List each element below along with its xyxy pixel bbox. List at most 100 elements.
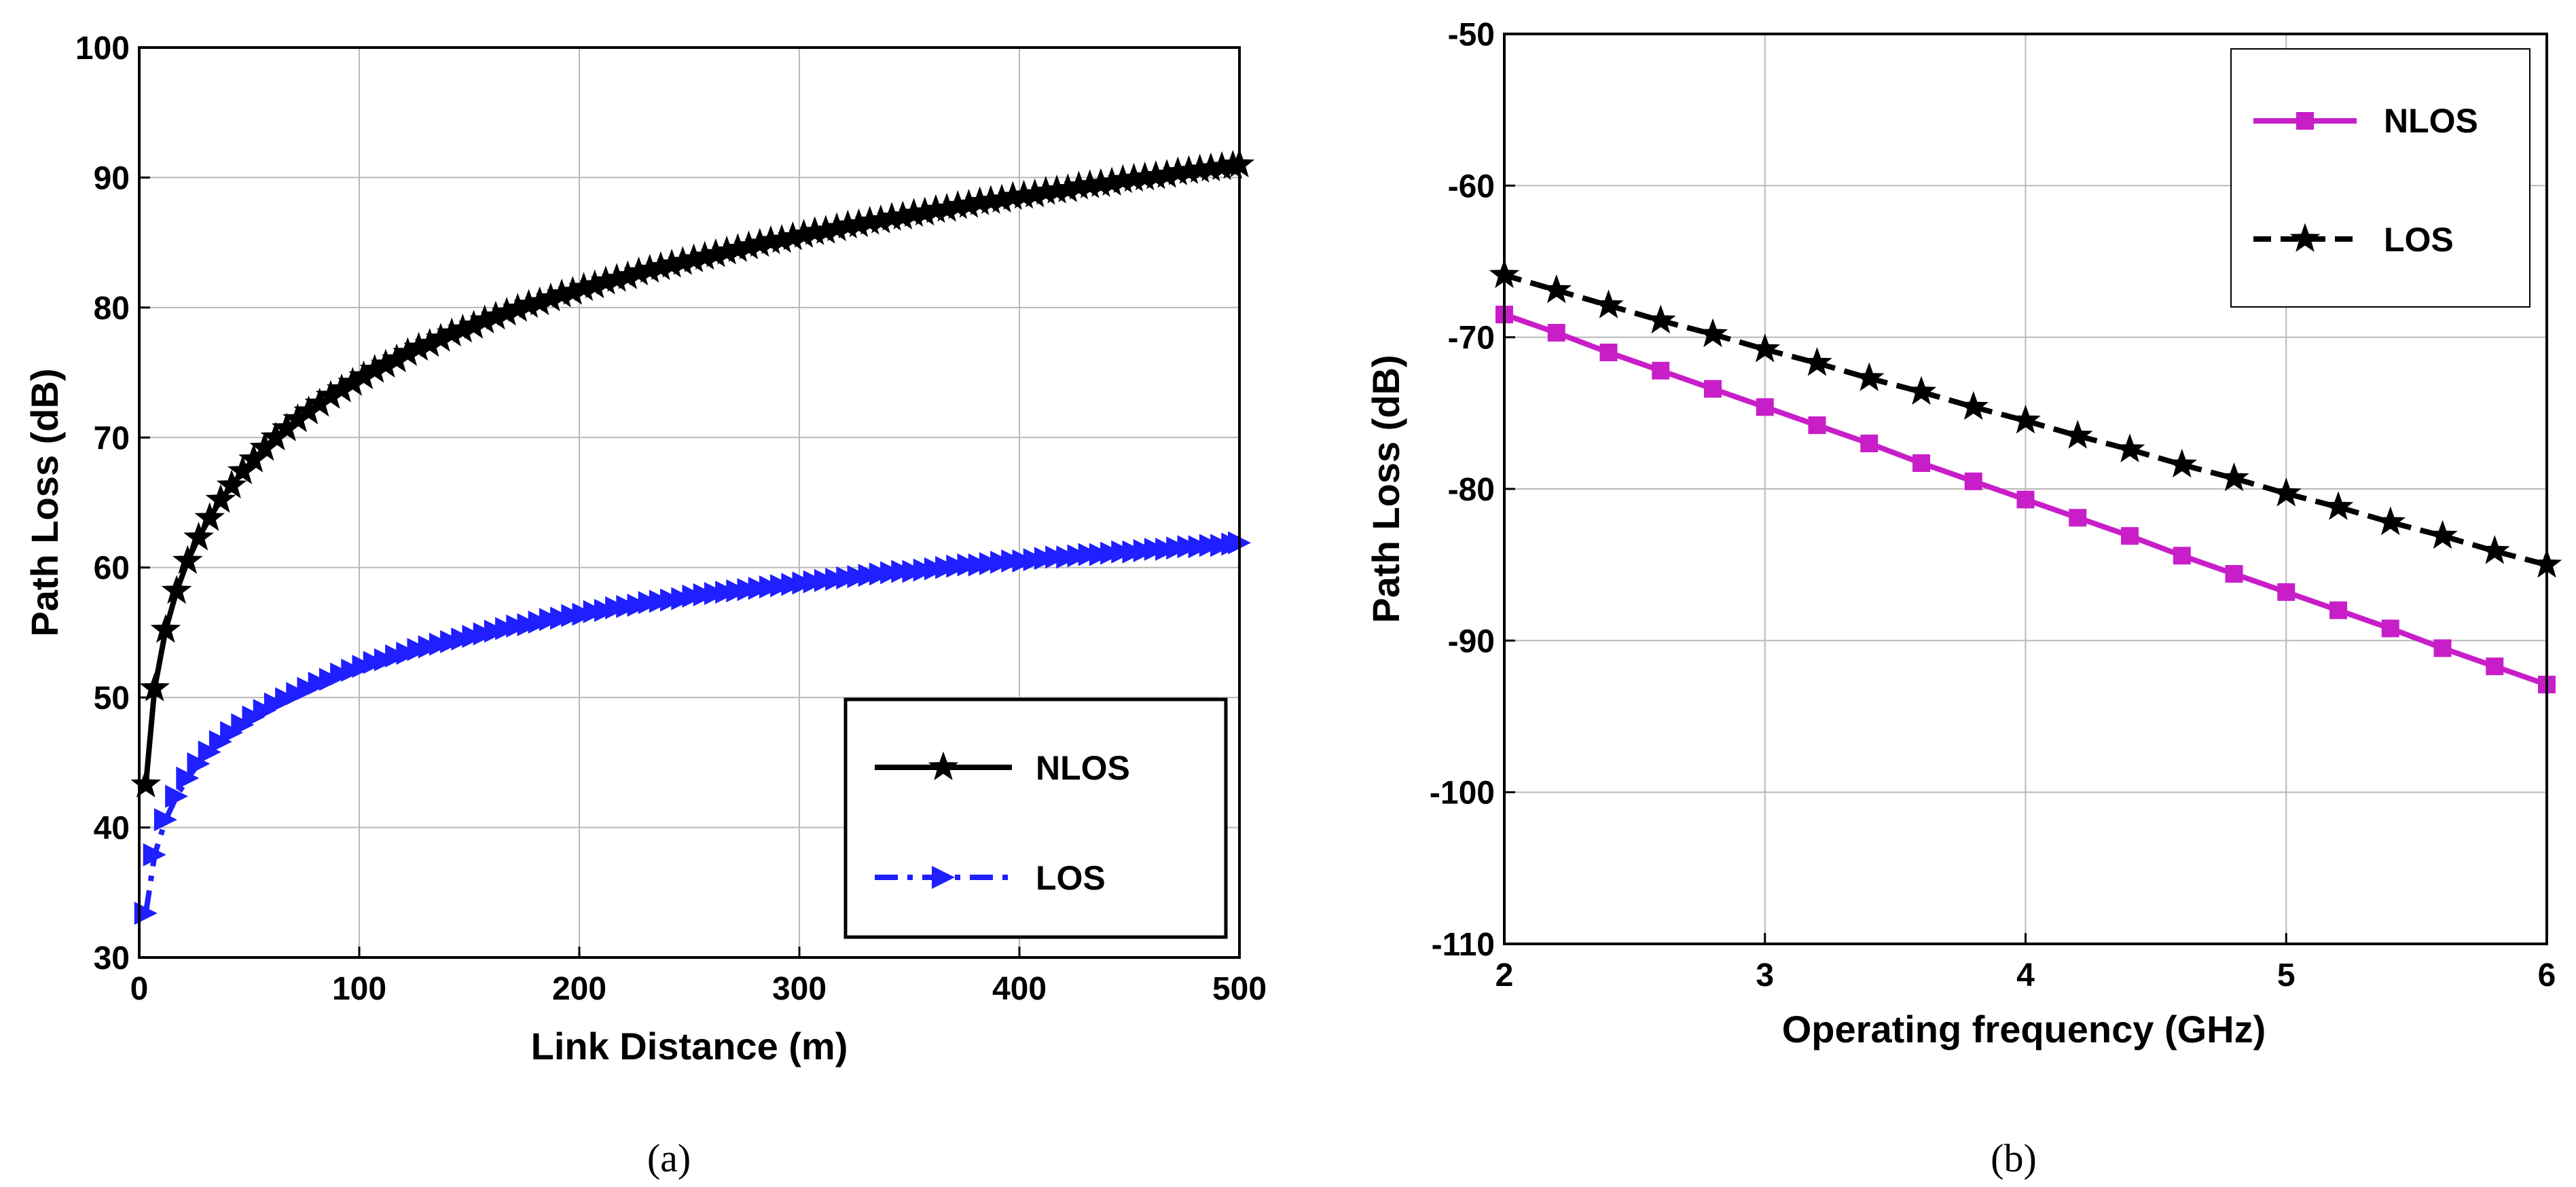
chart-a-ytick-label: 80 [94,291,130,327]
chart-b-ytick-label: -50 [1448,17,1495,53]
chart-b-ytick-label: -110 [1432,927,1495,963]
chart-b-legend-los: LOS [2384,221,2454,259]
chart-a-ytick-label: 100 [75,31,130,67]
chart-b-legend-box [2230,48,2530,308]
chart-a-xtick-label: 0 [130,971,149,1007]
chart-b-xtick-label: 4 [2016,957,2035,993]
chart-a-series-los-point [143,843,166,866]
chart-a-legend-box [843,697,1228,939]
chart-a-series-nlos-point [205,483,236,513]
chart-b-series-los-point [1906,376,1937,405]
chart-a-series-nlos-point [194,502,225,532]
chart-b-series-los-point [2219,462,2249,492]
chart-b-series-nlos-point [2173,547,2191,565]
chart-b-series-nlos-point [2486,657,2504,676]
chart-b-series-los-legend-marker [2289,223,2321,252]
chart-b-series-nlos-point [1599,344,1618,361]
chart-a-ytick-label: 40 [94,811,130,847]
chart-b-series-los-point [1958,390,1989,420]
chart-a-xtick-label: 100 [332,971,386,1007]
chart-b-series-nlos-point [2381,619,2399,638]
chart-b-series-los-point [2010,405,2041,434]
chart-b-series-los-point [1749,333,1781,363]
chart-a-ytick-label: 90 [94,160,130,196]
chart-a-legend-nlos: NLOS [1036,749,1130,787]
chart-b-legend-symbols [2253,112,2357,252]
chart-a-series-nlos-point [183,522,214,551]
chart-a-legend: NLOS LOS [843,697,1228,939]
chart-b-legend: NLOS LOS [2230,48,2530,308]
chart-b-series-los-point [2114,433,2145,462]
chart-b-series-nlos-point [2016,490,2035,509]
chart-a-series-nlos-point [139,672,170,701]
chart-b-series-los-point [2427,519,2458,549]
chart-a-series-los-legend-marker [932,866,955,889]
chart-a-series-los-point [165,784,189,808]
chart-b-series-los-point [1802,347,1832,376]
chart-b-ytick-label: -60 [1448,168,1495,204]
chart-b-xlabel: Operating frequency (GHz) [1782,1008,2266,1051]
chart-b-series-nlos-point [1652,361,1670,380]
chart-a-series-nlos-legend-marker [928,751,959,780]
chart-a-xtick-label: 200 [552,971,606,1007]
chart-a-series-los-markers [134,531,1251,925]
chart-a-series-nlos-point [161,574,192,604]
chart-a-series-nlos-point [130,768,161,798]
chart-b-series-los-point [1541,274,1572,304]
chart-a-plot-frame [138,46,1241,959]
chart-b-series-nlos-point [1860,435,1879,452]
chart-a-series-nlos-point [172,545,203,574]
chart-a-series-nlos-point [238,443,269,473]
chart-b-series-los-point [1645,304,1676,334]
chart-b-series-los-point [2479,535,2510,564]
chart-a-ytick-label: 50 [94,680,130,716]
chart-b-series-los-point [2062,420,2093,449]
chart-b-series-nlos-point [2069,509,2087,527]
chart-b-series-los-point [2323,491,2354,520]
chart-a-ticks: 0 100 200 300 400 500 30 40 50 60 70 80 90 100 [75,31,1267,1007]
chart-b-series-los-point [1853,362,1885,391]
chart-a-series-los-point [153,808,177,832]
chart-b-series-nlos-legend-marker [2296,112,2314,130]
chart-a-series-nlos-markers [130,148,1255,798]
chart-b-series-nlos-point [1808,416,1826,435]
chart-b-series-los-point [2166,448,2198,478]
chart-a-ylabel: Path Loss (dB) [23,368,66,636]
chart-b-series [1489,259,2562,694]
chart-b-series-nlos-point [1964,472,1982,490]
chart-b-caption: (b) [1991,1136,2037,1180]
chart-a-ytick-label: 30 [94,941,130,976]
chart-b-series-nlos-point [1547,323,1565,342]
chart-a-legend-los: LOS [1036,859,1106,897]
chart-a-series [130,148,1255,925]
chart-a-series-los-point [176,766,200,790]
chart-b-series-nlos-point [1756,398,1774,416]
chart-a-caption: (a) [647,1136,691,1180]
chart-b-series-nlos-point [2433,639,2452,657]
chart-a-xtick-label: 400 [992,971,1047,1007]
chart-b-series-los-point [1593,289,1624,318]
chart-b-ytick-label: -80 [1448,472,1495,508]
chart-b-ytick-label: -70 [1448,321,1495,357]
chart-b-ytick-label: -90 [1448,623,1495,659]
chart-b-series-nlos-point [2329,601,2347,619]
chart-b-series-los-point [2375,506,2406,536]
chart-b-series-los-point [2270,477,2302,507]
chart-b-series-nlos-point [2225,565,2243,583]
chart-a-xtick-label: 500 [1212,971,1267,1007]
chart-b-xtick-label: 6 [2538,957,2556,993]
chart-b-ylabel: Path Loss (dB) [1364,354,1407,623]
chart-b-series-nlos-point [1704,380,1722,398]
chart-a: 0 100 200 300 400 500 30 40 50 60 70 80 90 100 Link D… [23,31,1267,1180]
chart-a-series-los-point [187,752,211,775]
chart-b-series-nlos-point [2121,527,2139,545]
chart-b-series-nlos-point [1912,454,1930,473]
chart-b-ticks: 2 3 4 5 6 -110 -100 -90 -80 -70 -60 -50 [1430,17,2556,993]
chart-a-xlabel: Link Distance (m) [531,1025,848,1067]
chart-b-xtick-label: 3 [1756,957,1774,993]
chart-a-ytick-label: 60 [94,551,130,587]
chart-a-series-nlos-point [216,469,247,499]
chart-b-ytick-label: -100 [1430,775,1495,811]
